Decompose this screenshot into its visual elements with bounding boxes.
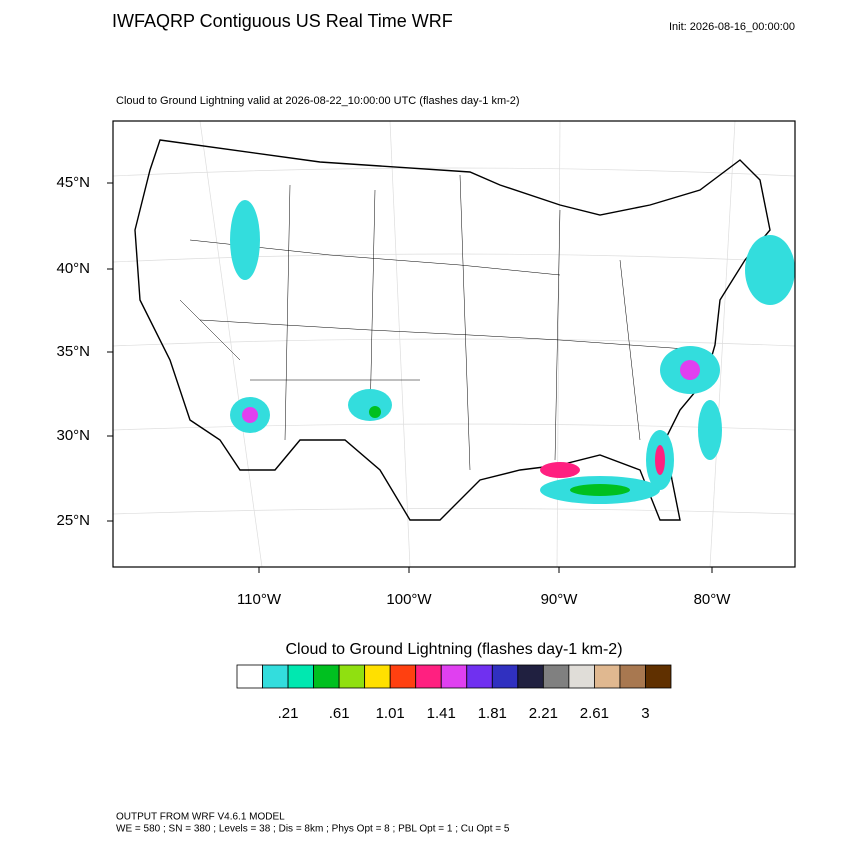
init-time: Init: 2026-08-16_00:00:00 <box>669 21 795 33</box>
map <box>112 120 796 568</box>
colorbar-box <box>466 664 493 689</box>
colorbar-label: .21 <box>278 705 299 722</box>
lon-label: 110°W <box>237 591 282 608</box>
lat-label: 45°N <box>56 174 90 191</box>
colorbar-box <box>440 664 468 689</box>
colorbar-label: 1.41 <box>427 705 456 722</box>
lat-label: 40°N <box>56 260 90 277</box>
colorbar-box <box>338 664 366 689</box>
colorbar-box <box>619 664 646 689</box>
footer-line: OUTPUT FROM WRF V4.6.1 MODEL <box>116 812 285 823</box>
colorbar-box <box>389 664 417 689</box>
us-outline <box>134 139 771 521</box>
colorbar-box <box>415 664 442 689</box>
colorbar-box <box>568 664 595 689</box>
colorbar-title: Cloud to Ground Lightning (flashes day-1… <box>285 641 622 658</box>
lat-label: 35°N <box>56 343 90 360</box>
lat-label: 30°N <box>56 427 90 444</box>
lightning-areas <box>230 200 795 504</box>
colorbar-box <box>517 664 544 689</box>
colorbar-box <box>287 664 314 689</box>
colorbar-box <box>313 664 340 689</box>
lon-label: 100°W <box>386 591 432 608</box>
state-lines <box>179 174 701 471</box>
colorbar-box <box>645 664 672 689</box>
colorbar-box <box>262 664 289 689</box>
graticule <box>112 120 796 568</box>
lon-label: 90°W <box>541 591 579 608</box>
colorbar-box <box>491 664 519 689</box>
lat-label: 25°N <box>56 512 90 529</box>
colorbar-box <box>364 664 391 689</box>
colorbar-label: 2.61 <box>580 705 609 722</box>
colorbar-label: 3 <box>641 705 649 722</box>
colorbar-label: 1.81 <box>478 705 507 722</box>
colorbar-box <box>542 664 570 689</box>
colorbar-label: .61 <box>329 705 350 722</box>
footer-line: WE = 580 ; SN = 380 ; Levels = 38 ; Dis … <box>116 824 510 835</box>
subtitle: Cloud to Ground Lightning valid at 2026-… <box>116 95 520 107</box>
colorbar-box <box>236 664 263 689</box>
title: IWFAQRP Contiguous US Real Time WRF <box>112 11 453 31</box>
colorbar-box <box>594 664 621 689</box>
lon-label: 80°W <box>694 591 732 608</box>
colorbar-label: 1.01 <box>376 705 405 722</box>
colorbar-label: 2.21 <box>529 705 558 722</box>
